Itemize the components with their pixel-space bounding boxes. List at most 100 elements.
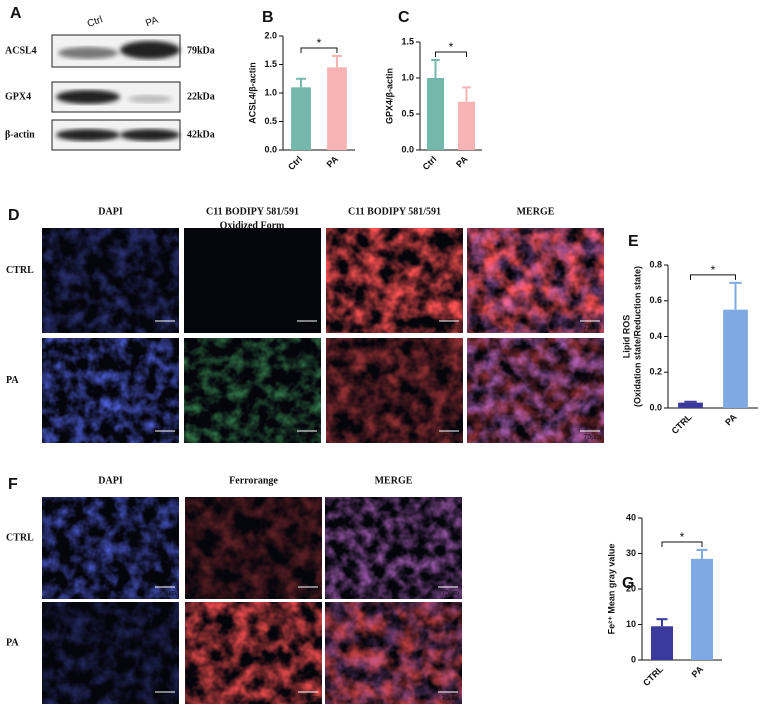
scale-label: 75μm — [441, 695, 459, 702]
panel-label: C — [398, 9, 410, 26]
error-bar — [462, 86, 471, 102]
micrograph-signal — [325, 497, 462, 599]
protein-label: ACSL4 — [5, 45, 37, 56]
row-label: PA — [6, 375, 19, 386]
lane-label: Ctrl — [86, 14, 104, 30]
micrograph-signal — [325, 602, 462, 704]
scale-label: 75μm — [441, 590, 459, 597]
scale-label: 75μm — [158, 695, 176, 702]
panel-label: F — [8, 476, 18, 493]
panel-label: E — [628, 233, 639, 250]
blot — [51, 34, 181, 151]
bar — [291, 87, 311, 150]
panel-label: A — [10, 5, 22, 22]
column-label: MERGE — [375, 475, 413, 486]
error-bar — [696, 548, 708, 559]
significance-bracket — [435, 51, 467, 57]
column-label: Oxidized Form — [220, 220, 285, 231]
y-tick-label: 0.6 — [649, 295, 662, 305]
error-bar — [656, 618, 668, 627]
scale-label: 75μm — [158, 434, 176, 441]
micrograph-signal — [42, 228, 179, 333]
y-tick-label: 30 — [626, 548, 636, 558]
x-tick-label: Ctrl — [286, 154, 304, 172]
micrograph-signal — [326, 228, 463, 333]
column-label: DAPI — [98, 475, 123, 486]
x-tick-label: PA — [454, 154, 470, 170]
y-tick-label: 1.0 — [264, 87, 277, 97]
y-tick-label: 1.0 — [401, 72, 414, 82]
column-label: C11 BODIPY 581/591 — [206, 206, 299, 217]
bar — [651, 626, 673, 660]
y-axis-label: ACSL4/β-actin — [247, 62, 257, 124]
y-tick-label: 0.5 — [264, 116, 277, 126]
y-tick-label: 40 — [626, 512, 636, 522]
micrograph-signal — [185, 602, 322, 704]
micrograph-signal — [42, 497, 179, 599]
panel-label: G — [622, 575, 634, 592]
scale-label: 75μm — [583, 324, 601, 331]
y-tick-label: 0.0 — [649, 402, 662, 412]
y-tick-label: 20 — [626, 583, 636, 593]
scale-label: 75μm — [301, 695, 319, 702]
micrograph-signal — [42, 602, 179, 704]
error-bar — [729, 281, 742, 310]
micrograph-signal — [185, 497, 322, 599]
y-tick-label: 10 — [626, 619, 636, 629]
significance-label: * — [317, 36, 322, 50]
micrograph — [184, 228, 321, 333]
x-tick-label: PA — [723, 412, 739, 428]
y-axis-label: GPX4/β-actin — [384, 68, 394, 124]
size-label: 42kDa — [187, 129, 215, 140]
column-label: MERGE — [517, 206, 555, 217]
significance-bracket — [300, 47, 338, 53]
x-tick-label: CTRL — [670, 412, 694, 436]
bar — [327, 67, 347, 150]
column-label: Ferrorange — [229, 475, 278, 486]
row-label: PA — [6, 637, 19, 648]
significance-bracket — [690, 274, 736, 280]
y-axis-label: Fe²⁺ Mean gray value — [606, 544, 616, 635]
size-label: 22kDa — [187, 91, 215, 102]
y-tick-label: 0.8 — [649, 259, 662, 269]
bar — [678, 402, 703, 408]
y-axis-label: (Oxidation state/Reduction state) — [632, 266, 642, 407]
x-tick-label: Ctrl — [421, 154, 439, 172]
size-label: 79kDa — [187, 45, 215, 56]
row-label: CTRL — [6, 265, 34, 276]
significance-label: * — [680, 530, 685, 544]
x-tick-label: CTRL — [641, 664, 665, 688]
scale-label: 75μm — [158, 590, 176, 597]
scale-label: 75μm — [300, 324, 318, 331]
y-tick-label: 2.0 — [264, 30, 277, 40]
error-bar — [296, 77, 306, 88]
x-tick-label: PA — [325, 154, 341, 170]
significance-label: * — [711, 263, 716, 277]
y-tick-label: 0 — [631, 654, 636, 664]
y-tick-label: 1.5 — [264, 59, 277, 69]
scale-label: 75μm — [442, 324, 460, 331]
significance-label: * — [449, 40, 454, 54]
y-tick-label: 0.0 — [264, 144, 277, 154]
bar — [723, 309, 748, 408]
x-tick-label: PA — [690, 664, 706, 680]
y-tick-label: 0.2 — [649, 367, 662, 377]
column-label: DAPI — [98, 206, 123, 217]
bar — [426, 78, 445, 150]
scale-label: 75μm — [442, 434, 460, 441]
error-bar — [431, 59, 440, 78]
y-tick-label: 1.5 — [401, 36, 414, 46]
micrograph-signal — [467, 338, 604, 443]
micrograph-signal — [42, 338, 179, 443]
y-tick-label: 0.0 — [401, 144, 414, 154]
y-tick-label: 0.4 — [649, 331, 662, 341]
significance-bracket — [661, 541, 703, 547]
column-label: C11 BODIPY 581/591 — [348, 206, 441, 217]
error-bar — [332, 54, 342, 68]
panel-label: D — [8, 207, 20, 224]
protein-label: GPX4 — [5, 91, 31, 102]
scale-label: 75μm — [583, 434, 601, 441]
row-label: CTRL — [6, 532, 34, 543]
micrograph-signal — [184, 338, 321, 443]
